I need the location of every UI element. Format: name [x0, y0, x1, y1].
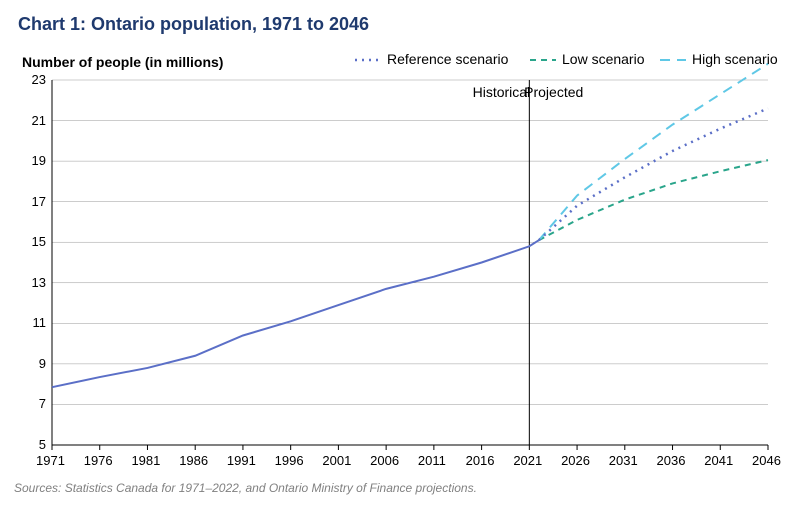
- y-tick-label: 11: [33, 315, 47, 330]
- x-tick-label: 1986: [179, 453, 208, 468]
- x-tick-label: 1996: [275, 453, 304, 468]
- x-tick-label: 2021: [513, 453, 542, 468]
- y-tick-label: 23: [32, 72, 46, 87]
- legend-label: High scenario: [692, 51, 778, 67]
- x-tick-label: 1976: [84, 453, 113, 468]
- y-tick-label: 15: [32, 234, 46, 249]
- x-tick-label: 2046: [752, 453, 781, 468]
- x-tick-label: 2011: [418, 453, 446, 468]
- x-tick-label: 2036: [657, 453, 686, 468]
- x-tick-label: 2041: [704, 453, 733, 468]
- x-tick-label: 2031: [609, 453, 638, 468]
- x-tick-label: 1971: [36, 453, 65, 468]
- x-tick-label: 2001: [322, 453, 351, 468]
- y-tick-label: 9: [39, 356, 46, 371]
- annotation-label: Historical: [473, 84, 531, 100]
- x-tick-label: 1981: [131, 453, 160, 468]
- x-tick-label: 2006: [370, 453, 399, 468]
- legend-label: Low scenario: [562, 51, 645, 67]
- sources-note: Sources: Statistics Canada for 1971–2022…: [14, 481, 477, 495]
- x-tick-label: 2026: [561, 453, 590, 468]
- annotation-label: Projected: [524, 84, 583, 100]
- y-tick-label: 5: [39, 437, 46, 452]
- y-tick-label: 7: [39, 396, 46, 411]
- y-tick-label: 21: [32, 113, 46, 128]
- legend-label: Reference scenario: [387, 51, 508, 67]
- x-tick-label: 1991: [227, 453, 256, 468]
- y-tick-label: 19: [32, 153, 46, 168]
- series-historical: [52, 240, 539, 387]
- x-tick-label: 2016: [466, 453, 495, 468]
- y-tick-label: 13: [32, 275, 46, 290]
- series-reference: [539, 108, 768, 240]
- y-tick-label: 17: [32, 194, 46, 209]
- chart-plot: [0, 0, 790, 514]
